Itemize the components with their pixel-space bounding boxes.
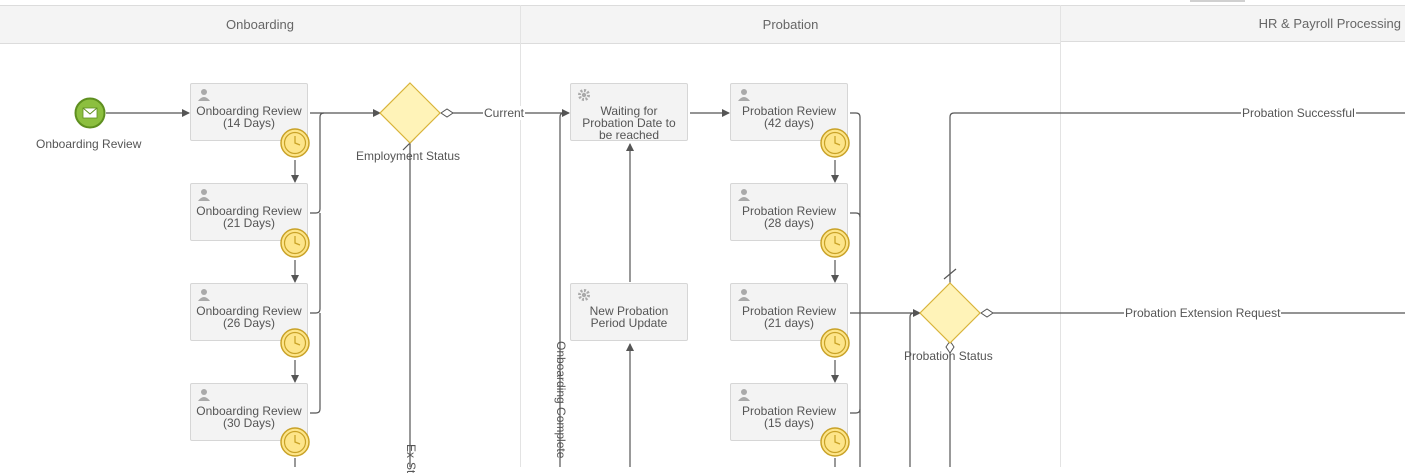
user-icon [738, 89, 750, 101]
task-new-probation-period-update[interactable]: New Probation Period Update [570, 283, 688, 341]
timer-boundary-icon[interactable] [280, 228, 310, 258]
timer-boundary-icon[interactable] [820, 328, 850, 358]
task-label: be reached [598, 128, 660, 142]
task-label: Onboarding Review [196, 304, 302, 318]
flow-label-current: Current [483, 106, 526, 120]
user-icon [738, 289, 750, 301]
task-probation-review-42[interactable]: Probation Review (42 days) [730, 83, 848, 141]
task-label: Probation Review [741, 304, 837, 318]
task-duration: (14 Days) [222, 116, 275, 130]
envelope-icon [82, 107, 98, 119]
task-label: Probation Review [741, 404, 837, 418]
lane-header-onboarding: Onboarding [0, 5, 520, 44]
task-label: Onboarding Review [196, 404, 302, 418]
gateway-label: Probation Status [904, 349, 993, 363]
task-duration: (21 Days) [222, 216, 275, 230]
start-event-label: Onboarding Review [36, 137, 142, 151]
task-label: Probation Review [741, 204, 837, 218]
timer-boundary-icon[interactable] [820, 128, 850, 158]
task-onboarding-review-14[interactable]: Onboarding Review (14 Days) [190, 83, 308, 141]
scroll-indicator[interactable] [1190, 0, 1245, 2]
task-duration: (42 days) [763, 116, 815, 130]
flow-label-probation-extension: Probation Extension Request [1124, 306, 1282, 320]
task-duration: (15 days) [763, 416, 815, 430]
gear-icon [578, 89, 590, 101]
gateway-label: Employment Status [356, 149, 461, 163]
lane-header-probation: Probation [521, 5, 1060, 44]
timer-boundary-icon[interactable] [820, 427, 850, 457]
user-icon [198, 189, 210, 201]
flow-label-probation-successful: Probation Successful [1241, 106, 1356, 120]
user-icon [738, 189, 750, 201]
timer-boundary-icon[interactable] [820, 228, 850, 258]
task-label: Onboarding Review [196, 104, 302, 118]
user-icon [198, 289, 210, 301]
task-label: Probation Review [741, 104, 837, 118]
task-duration: (30 Days) [222, 416, 275, 430]
lane-divider [1060, 5, 1061, 467]
task-label: Probation Date to [582, 116, 676, 130]
user-icon [198, 89, 210, 101]
task-label: Period Update [590, 316, 668, 330]
flow-label-onboarding-complete: Onboarding Complete [554, 341, 568, 459]
user-icon [738, 389, 750, 401]
task-duration: (21 days) [763, 316, 815, 330]
lane-divider [520, 5, 521, 467]
start-message-event[interactable] [74, 97, 106, 129]
task-label: New Probation [589, 304, 669, 318]
task-duration: (28 days) [763, 216, 815, 230]
timer-boundary-icon[interactable] [280, 328, 310, 358]
task-probation-review-21[interactable]: Probation Review (21 days) [730, 283, 848, 341]
task-duration: (26 Days) [222, 316, 275, 330]
lane-header-hr-payroll: HR & Payroll Processing [1061, 5, 1405, 42]
gear-icon [578, 289, 590, 301]
user-icon [198, 389, 210, 401]
gateway-probation-status[interactable] [919, 282, 981, 344]
flow-label-ex: Ex-St [404, 444, 418, 473]
task-label: Onboarding Review [196, 204, 302, 218]
timer-boundary-icon[interactable] [280, 128, 310, 158]
timer-boundary-icon[interactable] [280, 427, 310, 457]
gateway-employment-status[interactable] [379, 82, 441, 144]
task-waiting-probation-date[interactable]: Waiting for Probation Date to be reached [570, 83, 688, 141]
task-label: Waiting for [600, 104, 658, 118]
